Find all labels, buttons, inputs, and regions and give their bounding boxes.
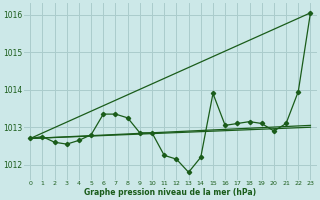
X-axis label: Graphe pression niveau de la mer (hPa): Graphe pression niveau de la mer (hPa) <box>84 188 256 197</box>
